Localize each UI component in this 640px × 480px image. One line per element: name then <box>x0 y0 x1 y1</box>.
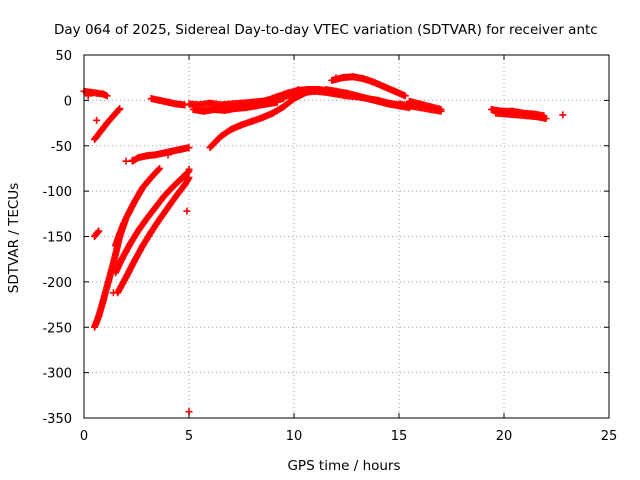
data-point <box>183 207 191 215</box>
y-tick-label: -150 <box>42 231 72 246</box>
y-tick-label: -200 <box>42 276 72 291</box>
x-tick-label: 25 <box>601 429 618 444</box>
data-point <box>542 115 550 123</box>
data-point <box>84 92 92 100</box>
data-point <box>95 227 103 235</box>
x-axis-label: GPS time / hours <box>287 458 400 474</box>
plot-frame <box>83 54 610 419</box>
data-point <box>185 144 193 152</box>
data-point <box>116 105 124 113</box>
y-axis-label: SDTVAR / TECUs <box>6 183 22 293</box>
y-tick-label: -250 <box>42 321 72 336</box>
x-tick-label: 0 <box>80 429 88 444</box>
data-point <box>185 165 193 173</box>
data-layer <box>80 73 567 416</box>
x-tick-label: 5 <box>185 429 193 444</box>
data-point <box>437 105 445 113</box>
y-tick-label: -300 <box>42 367 72 382</box>
data-point <box>401 92 409 100</box>
data-point <box>559 111 567 119</box>
data-point <box>128 156 136 164</box>
data-point <box>122 157 130 165</box>
data-point <box>185 174 193 182</box>
data-point <box>88 89 96 97</box>
x-tick-label: 20 <box>496 429 513 444</box>
data-point <box>94 228 102 236</box>
chart-title: Day 064 of 2025, Sidereal Day-to-day VTE… <box>54 22 598 38</box>
data-point <box>155 166 163 174</box>
tick-layer: 0 5 10 15 20 25 50 0 -50 -100 -150 -200 -250 -300 -350 <box>42 49 617 444</box>
data-point <box>332 74 340 82</box>
x-tick-label: 15 <box>391 429 408 444</box>
y-tick-label: 0 <box>64 94 72 109</box>
data-point <box>294 85 302 93</box>
y-tick-label: -350 <box>42 412 72 427</box>
x-tick-label: 10 <box>286 429 303 444</box>
data-point <box>93 116 101 124</box>
grid-layer <box>84 55 609 418</box>
data-point <box>103 92 111 100</box>
data-point <box>156 164 164 172</box>
data-point <box>109 289 117 297</box>
data-point <box>164 151 172 159</box>
y-tick-label: -50 <box>51 140 72 155</box>
data-point <box>120 219 128 227</box>
y-tick-label: -100 <box>42 185 72 200</box>
y-tick-label: 50 <box>55 49 72 64</box>
